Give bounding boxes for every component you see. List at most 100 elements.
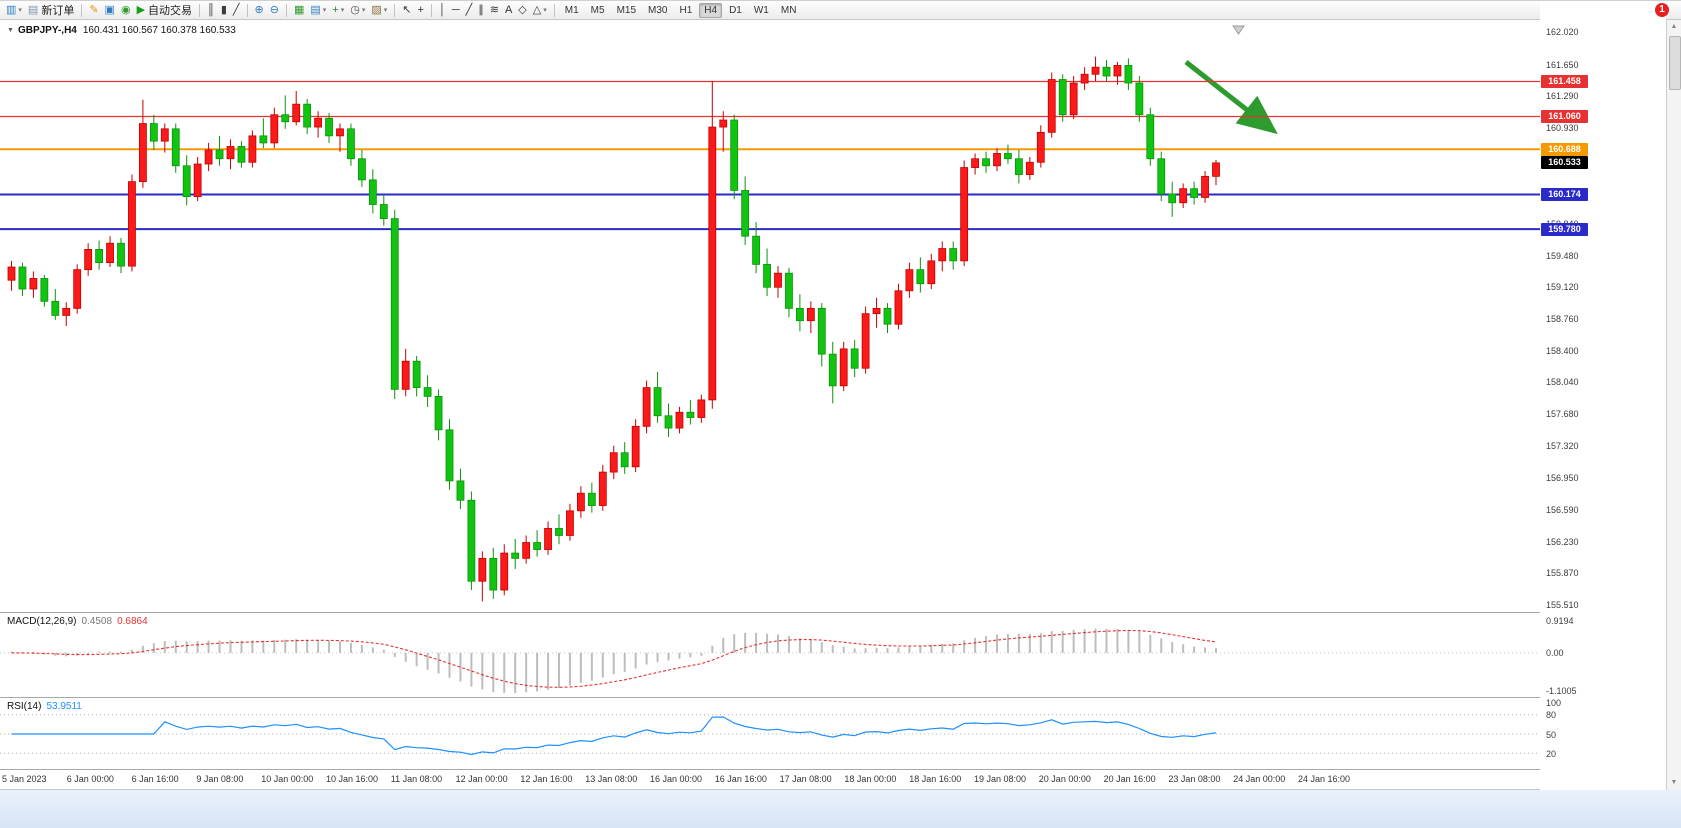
bar-chart-button[interactable]: ║ xyxy=(204,2,218,19)
time-axis-label: 6 Jan 00:00 xyxy=(66,774,114,784)
candle-body xyxy=(675,411,684,429)
timeframe-button-h1[interactable]: H1 xyxy=(679,4,693,16)
candle-body xyxy=(160,128,169,142)
chart-shift-marker[interactable] xyxy=(1232,25,1245,35)
zoom-out-button[interactable]: ⊖ xyxy=(267,2,282,19)
equidistant-channel-button[interactable]: ∥ xyxy=(475,2,487,19)
candle-body xyxy=(336,128,344,137)
candle-body xyxy=(423,387,432,397)
text-button[interactable]: A xyxy=(502,2,515,19)
templates-button[interactable]: ▨ ▾ xyxy=(368,2,390,19)
notification-badge[interactable]: 1 xyxy=(1655,3,1669,17)
panel-separator[interactable] xyxy=(0,612,1666,613)
timeframe-button-h4[interactable]: H4 xyxy=(699,2,723,18)
rsi-indicator-name: RSI(14) xyxy=(7,701,42,712)
time-axis-label: 10 Jan 16:00 xyxy=(326,774,379,784)
candle-body xyxy=(7,266,16,281)
candle-body xyxy=(697,399,706,418)
timeframe-button-mn[interactable]: MN xyxy=(780,4,797,16)
candle-body xyxy=(1015,158,1023,175)
candle-body xyxy=(883,307,892,325)
dropdown-arrow-icon[interactable]: ▾ xyxy=(340,7,345,14)
candle-body xyxy=(620,452,629,468)
horizontal-line-icon: ─ xyxy=(451,3,460,16)
candle-body xyxy=(982,158,990,167)
timeframe-button-w1[interactable]: W1 xyxy=(753,4,769,16)
panel-separator xyxy=(0,769,1666,770)
trendline-button[interactable]: ╱ xyxy=(463,2,476,19)
price-axis[interactable]: 162.020161.650161.290160.930160.560160.2… xyxy=(1540,1,1666,790)
dropdown-arrow-icon[interactable]: ▾ xyxy=(18,7,22,14)
status-strip xyxy=(0,789,1681,828)
dropdown-arrow-icon[interactable]: ▾ xyxy=(543,7,547,14)
bar-chart-icon: ║ xyxy=(207,3,215,16)
vertical-scrollbar[interactable]: ▲ ▼ xyxy=(1666,20,1681,790)
crosshair-button[interactable]: + xyxy=(415,2,427,19)
collapse-chart-icon[interactable]: ▼ xyxy=(7,27,14,34)
macd-panel[interactable] xyxy=(0,613,1540,697)
zoom-in-button[interactable]: ⊕ xyxy=(252,2,267,19)
candle-body xyxy=(949,248,958,262)
arrange-windows-button[interactable]: ▤ ▾ xyxy=(307,2,329,19)
price-axis-label: 158.760 xyxy=(1546,313,1579,324)
timeframe-button-m1[interactable]: M1 xyxy=(564,4,579,16)
shapes-button[interactable]: △ ▾ xyxy=(530,2,550,19)
fibonacci-icon: ≋ xyxy=(489,3,499,16)
periods-button[interactable]: ◷ ▾ xyxy=(347,2,368,19)
indicators-button[interactable]: + ▾ xyxy=(329,2,347,19)
candlestick-chart-button[interactable]: ▮ xyxy=(218,2,230,19)
scroll-down-button[interactable]: ▼ xyxy=(1670,779,1678,786)
annotation-arrow[interactable] xyxy=(1184,60,1278,135)
candle-body xyxy=(1036,131,1045,163)
time-axis-label: 12 Jan 00:00 xyxy=(455,774,508,784)
dropdown-arrow-icon[interactable]: ▾ xyxy=(383,7,388,14)
candle-body xyxy=(806,307,815,322)
dropdown-arrow-icon[interactable]: ▾ xyxy=(322,7,327,14)
new-chart-icon: ▥ xyxy=(6,3,17,16)
cursor-button[interactable]: ↖ xyxy=(399,2,414,19)
line-chart-button[interactable]: ╱ xyxy=(230,2,243,19)
candle-body xyxy=(1113,65,1122,77)
zoom-out-icon: ⊖ xyxy=(269,3,279,16)
metaeditor-button[interactable]: ✎ xyxy=(86,2,101,19)
macd-signal-value: 0.6864 xyxy=(117,616,148,627)
horizontal-line-button[interactable]: ─ xyxy=(449,2,463,19)
tile-windows-button[interactable]: ▦ xyxy=(291,2,307,19)
dropdown-arrow-icon[interactable]: ▾ xyxy=(361,7,366,14)
rsi-panel[interactable] xyxy=(0,698,1540,769)
price-level-badge[interactable]: 161.060 xyxy=(1541,109,1588,123)
scroll-thumb[interactable] xyxy=(1669,36,1681,90)
timeframe-button-m30[interactable]: M30 xyxy=(648,4,668,16)
text-label-button[interactable]: ◇ xyxy=(515,2,529,19)
macd-signal-line xyxy=(11,629,1217,688)
candle-body xyxy=(828,353,837,387)
price-level-badge[interactable]: 160.174 xyxy=(1541,187,1588,201)
scroll-up-button[interactable]: ▲ xyxy=(1670,23,1678,30)
candle-body xyxy=(555,528,563,536)
market-button[interactable]: ▣ xyxy=(102,2,118,19)
new-order-button[interactable]: ▤ 新订单 xyxy=(25,2,77,19)
price-level-badge[interactable]: 159.780 xyxy=(1541,222,1588,236)
new-chart-button[interactable]: ▥ ▾ xyxy=(3,2,25,19)
candle-body xyxy=(971,158,979,168)
timeframe-button-d1[interactable]: D1 xyxy=(729,4,742,16)
price-level-badge[interactable]: 160.688 xyxy=(1541,142,1588,156)
candle-body xyxy=(51,300,60,316)
timeframe-button-m15[interactable]: M15 xyxy=(616,4,637,16)
timeframe-button-m5[interactable]: M5 xyxy=(590,4,605,16)
price-level-badge[interactable]: 161.458 xyxy=(1541,74,1588,88)
candle-body xyxy=(796,307,804,322)
price-chart[interactable] xyxy=(0,20,1540,612)
autotrading-button[interactable]: ▶ 自动交易 xyxy=(134,2,195,19)
time-axis-label: 24 Jan 16:00 xyxy=(1298,774,1351,784)
fibonacci-button[interactable]: ≋ xyxy=(487,2,502,19)
time-axis[interactable]: 5 Jan 2023 6 Jan 00:00 6 Jan 16:00 9 Jan 08… xyxy=(0,770,1666,790)
autotrading-label: 自动交易 xyxy=(148,5,193,17)
community-button[interactable]: ◉ xyxy=(118,2,134,19)
candle-body xyxy=(566,510,574,536)
candle-body xyxy=(357,158,366,181)
candle-body xyxy=(905,269,914,292)
candle-body xyxy=(368,179,377,205)
panel-separator[interactable] xyxy=(0,697,1666,698)
vertical-line-button[interactable]: │ xyxy=(436,2,449,19)
